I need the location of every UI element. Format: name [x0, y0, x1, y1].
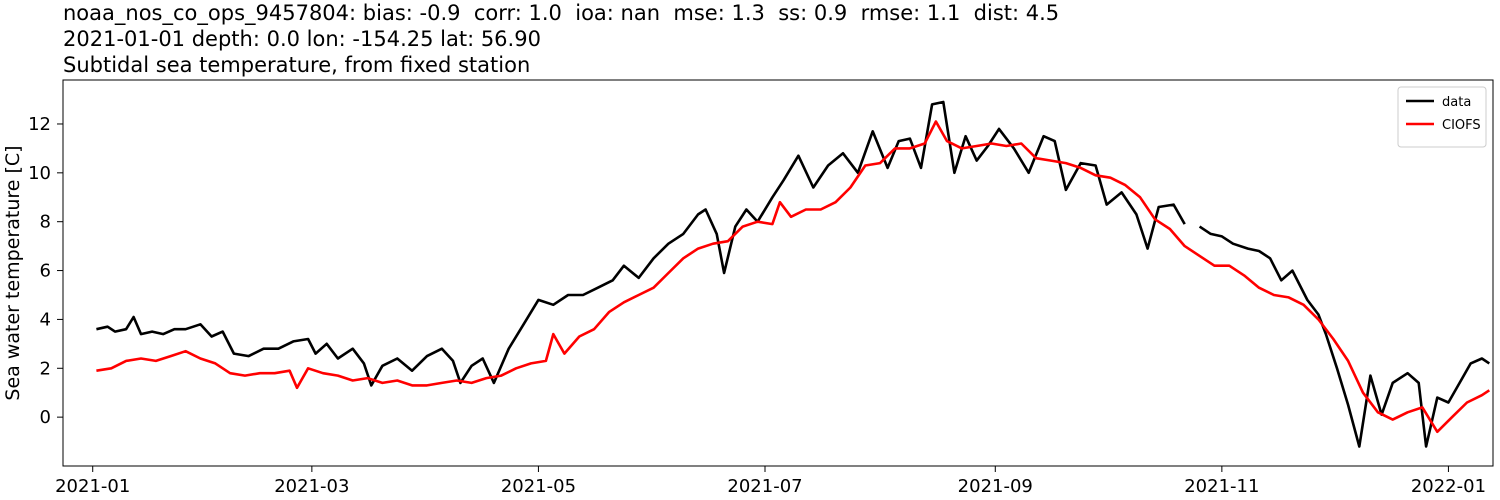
y-tick-label: 0	[40, 407, 51, 428]
x-tick-label: 2021-11	[1184, 476, 1259, 497]
x-tick-label: 2021-03	[274, 476, 349, 497]
x-tick-label: 2021-05	[501, 476, 576, 497]
x-tick-label: 2022-01	[1411, 476, 1486, 497]
x-tick-label: 2021-07	[727, 476, 802, 497]
legend-label: data	[1442, 95, 1471, 110]
x-tick-label: 2021-09	[958, 476, 1033, 497]
x-tick-label: 2021-01	[55, 476, 130, 497]
chart-title-line-3: Subtidal sea temperature, from fixed sta…	[63, 53, 531, 77]
y-tick-label: 2	[40, 358, 51, 379]
chart-title-block: noaa_nos_co_ops_9457804: bias: -0.9 corr…	[63, 0, 1483, 78]
y-tick-label: 12	[28, 114, 51, 135]
y-tick-label: 4	[40, 309, 51, 330]
series-line-ciofs	[96, 120, 1491, 434]
legend-label: CIOFS	[1442, 118, 1481, 133]
series-line-data	[96, 100, 1186, 387]
y-tick-label: 6	[40, 261, 51, 282]
y-axis-label: Sea water temperature [C]	[2, 145, 24, 400]
series-line-data-segment-2	[1198, 225, 1491, 448]
chart-title-line-1: noaa_nos_co_ops_9457804: bias: -0.9 corr…	[63, 1, 1060, 25]
plot-frame	[62, 79, 1494, 467]
y-tick-label: 10	[28, 163, 51, 184]
y-tick-label: 8	[40, 212, 51, 233]
chart-title-line-2: 2021-01-01 depth: 0.0 lon: -154.25 lat: …	[63, 27, 541, 51]
